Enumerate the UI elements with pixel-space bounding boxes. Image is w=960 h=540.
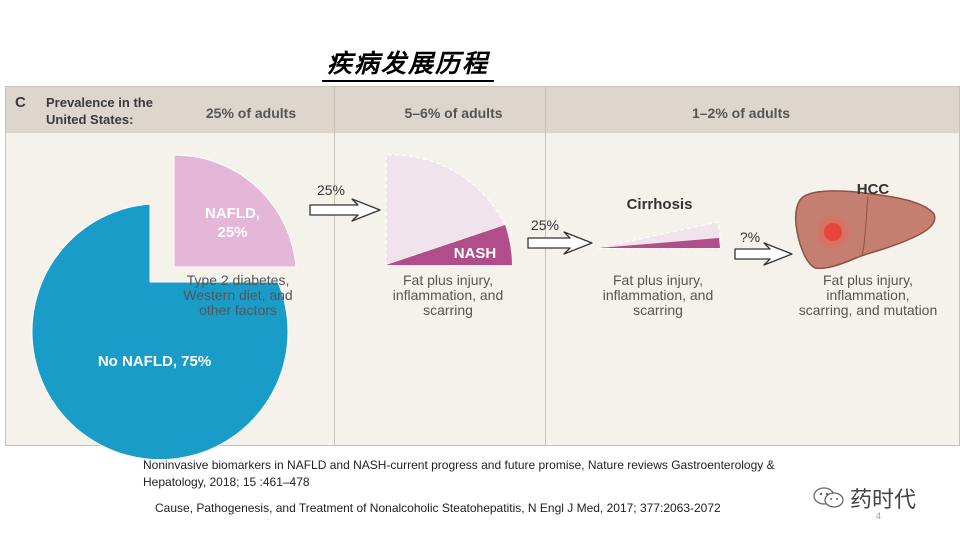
no-nafld-label: No NAFLD, 75% [97, 353, 212, 370]
arrow-nash-to-cirrhosis [527, 231, 593, 255]
cirrhosis-wedge [598, 238, 720, 248]
nafld-risk-factors: Type 2 diabetes, Western diet, and other… [183, 272, 293, 318]
reference-1: Noninvasive biomarkers in NAFLD and NASH… [143, 458, 775, 489]
arrow-label-cirrhosis-to-hcc: ?% [739, 229, 761, 245]
no-nafld-pie [31, 203, 289, 461]
panel-letter: C [15, 94, 26, 111]
header-nash-prevalence: 5–6% of adults [404, 105, 503, 121]
nash-caption: Fat plus injury, inflammation, and scarr… [392, 272, 504, 318]
watermark-text: 药时代 [850, 487, 917, 512]
liver-illustration [794, 190, 936, 270]
header-nafld-prevalence: 25% of adults [205, 105, 297, 121]
prevalence-header-band [6, 87, 959, 133]
column-divider [545, 87, 546, 445]
slide-title: 疾病发展历程 [322, 48, 494, 82]
cirrhosis-label: Cirrhosis [626, 196, 693, 213]
nash-wedge [386, 225, 512, 265]
arrow-label-nash-to-cirrhosis: 25% [530, 217, 560, 233]
nash-label: NASH [453, 245, 497, 262]
page-number: 4 [876, 511, 882, 521]
hcc-caption: Fat plus injury, inflammation, scarring,… [798, 272, 938, 318]
nafld-quarter-slice [173, 154, 297, 268]
reference-2: Cause, Pathogenesis, and Treatment of No… [155, 501, 721, 515]
arrow-nafld-to-nash [309, 198, 381, 222]
prevalence-label: Prevalence in the United States: [46, 95, 153, 127]
wechat-icon [813, 487, 844, 508]
column-divider [334, 87, 335, 445]
arrow-cirrhosis-to-hcc [734, 242, 793, 266]
cirrhosis-caption: Fat plus injury, inflammation, and scarr… [602, 272, 714, 318]
header-cirrhosis-hcc-prevalence: 1–2% of adults [691, 105, 791, 121]
hcc-label: HCC [856, 181, 890, 198]
nash-pale-wedge [385, 154, 506, 266]
arrow-label-nafld-to-nash: 25% [316, 182, 346, 198]
nafld-label: NAFLD, 25% [205, 205, 260, 241]
